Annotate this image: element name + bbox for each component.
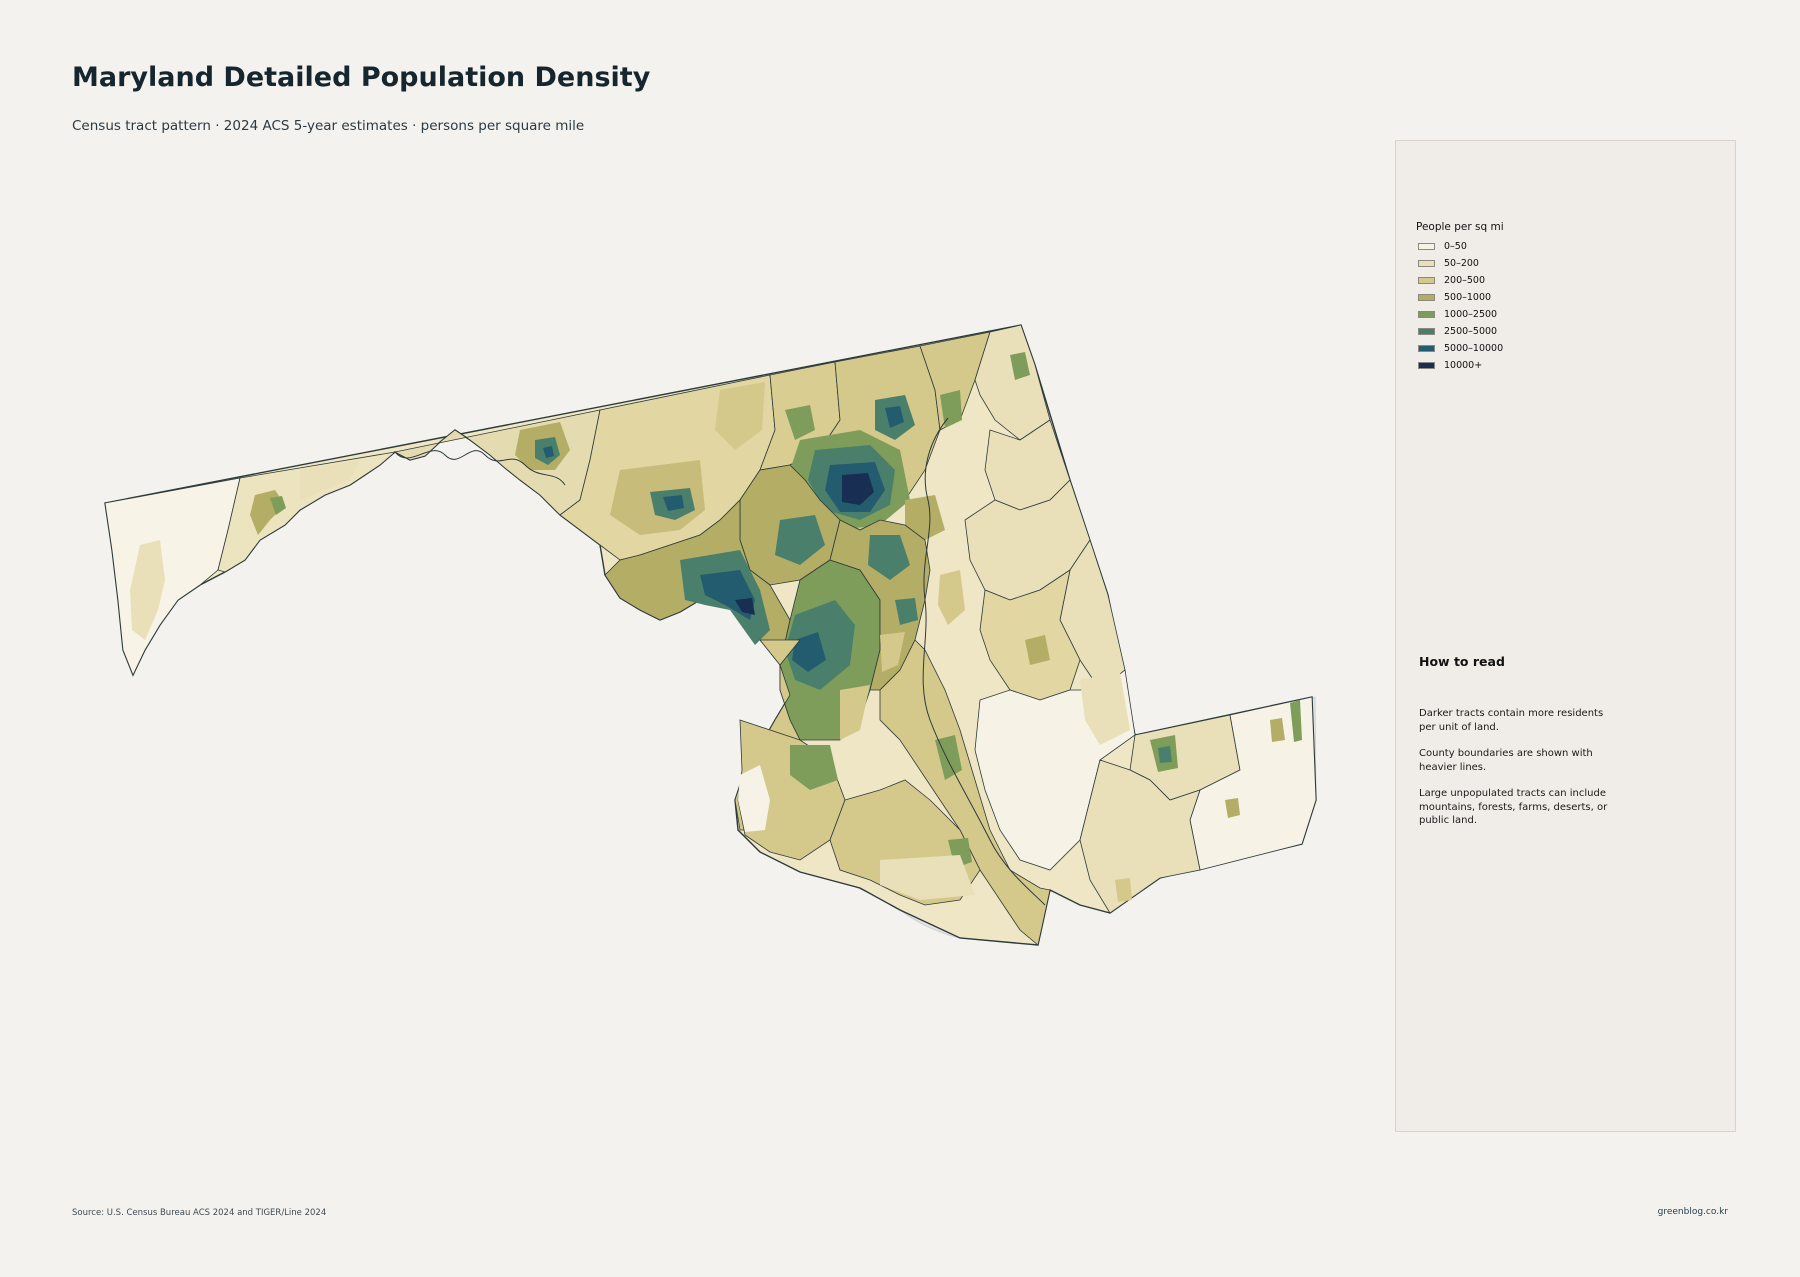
legend-swatch bbox=[1418, 277, 1435, 284]
baltimore-east-mid bbox=[905, 495, 945, 540]
princess-anne bbox=[1225, 798, 1240, 818]
legend-swatch bbox=[1418, 311, 1435, 318]
legend-items: 0–50 50–200 200–500 500–1000 1000–2500 2500–5… bbox=[1416, 238, 1504, 374]
garrett-tract-2 bbox=[300, 460, 360, 500]
how-to-read-title: How to read bbox=[1419, 654, 1505, 669]
allegany-county bbox=[217, 451, 397, 573]
charles-west-light bbox=[738, 765, 770, 832]
silver-spring-core bbox=[735, 598, 755, 615]
frederick-city-core bbox=[663, 495, 684, 511]
source-note: Source: U.S. Census Bureau ACS 2024 and … bbox=[72, 1208, 327, 1218]
legend-item: 10000+ bbox=[1416, 357, 1504, 374]
legend-item: 1000–2500 bbox=[1416, 306, 1504, 323]
legend-title: People per sq mi bbox=[1416, 221, 1504, 233]
crisfield bbox=[1115, 878, 1132, 902]
westminster bbox=[785, 405, 815, 440]
kent-island bbox=[938, 570, 965, 625]
legend-swatch bbox=[1418, 260, 1435, 267]
how-to-read-paragraph: Large unpopulated tracts can include mou… bbox=[1419, 788, 1608, 826]
salisbury-core bbox=[1158, 746, 1172, 763]
map-title: Maryland Detailed Population Density bbox=[72, 62, 651, 93]
somerset-county bbox=[1079, 759, 1201, 914]
legend-label: 0–50 bbox=[1444, 241, 1467, 252]
pg-core bbox=[792, 632, 826, 672]
garrett-county bbox=[104, 477, 241, 676]
annapolis bbox=[895, 598, 918, 625]
bay-divider bbox=[922, 417, 1046, 906]
legend-panel: People per sq mi 0–50 50–200 200–500 500–10… bbox=[1395, 140, 1736, 1132]
elkton bbox=[1010, 352, 1030, 380]
legend-swatch bbox=[1418, 362, 1435, 369]
towson-core bbox=[885, 406, 904, 428]
washington-county bbox=[393, 409, 601, 516]
ocean-city bbox=[1290, 700, 1302, 742]
how-to-read-body: Darker tracts contain more residents per… bbox=[1419, 707, 1619, 841]
ocean-pines bbox=[1270, 718, 1285, 742]
how-to-read-paragraph: Darker tracts contain more residents per… bbox=[1419, 708, 1604, 733]
columbia bbox=[775, 515, 825, 565]
legend-swatch bbox=[1418, 294, 1435, 301]
legend-label: 10000+ bbox=[1444, 360, 1483, 371]
legend-label: 5000–10000 bbox=[1444, 343, 1504, 354]
legend-item: 50–200 bbox=[1416, 255, 1504, 272]
legend-item: 2500–5000 bbox=[1416, 323, 1504, 340]
harford-dense bbox=[940, 390, 962, 428]
easton bbox=[1025, 635, 1050, 665]
map-subtitle: Census tract pattern · 2024 ACS 5-year e… bbox=[72, 118, 585, 134]
garrett-tracts bbox=[130, 540, 165, 640]
legend-swatch bbox=[1418, 345, 1435, 352]
legend: People per sq mi 0–50 50–200 200–500 500–10… bbox=[1416, 221, 1504, 374]
talbot-county bbox=[979, 569, 1081, 701]
aa-light bbox=[880, 632, 905, 672]
legend-label: 1000–2500 bbox=[1444, 309, 1498, 320]
hagerstown-core bbox=[543, 446, 554, 458]
stmarys-south-light bbox=[880, 855, 975, 900]
legend-item: 0–50 bbox=[1416, 238, 1504, 255]
cumberland-dense bbox=[270, 496, 286, 515]
credit-link[interactable]: greenblog.co.kr bbox=[1657, 1207, 1728, 1217]
legend-item: 500–1000 bbox=[1416, 289, 1504, 306]
legend-item: 200–500 bbox=[1416, 272, 1504, 289]
how-to-read-paragraph: County boundaries are shown with heavier… bbox=[1419, 748, 1593, 773]
legend-swatch bbox=[1418, 328, 1435, 335]
frederick-north bbox=[715, 382, 765, 450]
legend-swatch bbox=[1418, 243, 1435, 250]
potomac-river bbox=[394, 450, 566, 486]
legend-item: 5000–10000 bbox=[1416, 340, 1504, 357]
legend-label: 2500–5000 bbox=[1444, 326, 1498, 337]
baltimore-core bbox=[842, 473, 874, 505]
glen-burnie bbox=[868, 535, 910, 580]
legend-label: 500–1000 bbox=[1444, 292, 1492, 303]
waldorf bbox=[790, 745, 838, 790]
legend-label: 50–200 bbox=[1444, 258, 1479, 269]
pg-south bbox=[840, 685, 870, 740]
dorchester-tract bbox=[1080, 672, 1130, 745]
legend-label: 200–500 bbox=[1444, 275, 1486, 286]
